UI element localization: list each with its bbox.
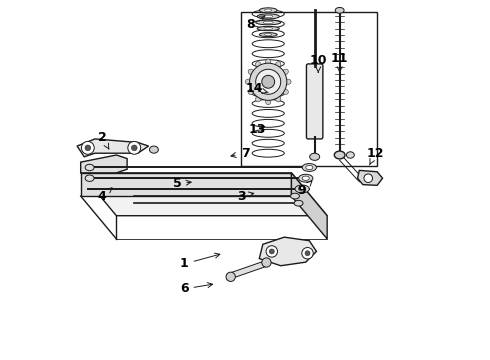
- Ellipse shape: [245, 79, 252, 85]
- Circle shape: [364, 174, 372, 183]
- Circle shape: [85, 145, 91, 151]
- Ellipse shape: [294, 201, 303, 206]
- Polygon shape: [81, 155, 127, 173]
- Ellipse shape: [256, 96, 261, 102]
- Circle shape: [305, 251, 310, 256]
- Ellipse shape: [259, 8, 277, 13]
- Ellipse shape: [302, 176, 309, 180]
- Polygon shape: [227, 260, 268, 280]
- Ellipse shape: [256, 20, 281, 25]
- Circle shape: [262, 75, 275, 88]
- Ellipse shape: [285, 79, 291, 85]
- Bar: [242, 12, 377, 166]
- Text: 4: 4: [98, 188, 112, 203]
- Text: 12: 12: [367, 147, 384, 165]
- Circle shape: [226, 272, 235, 282]
- Ellipse shape: [302, 163, 317, 171]
- Polygon shape: [292, 173, 327, 239]
- Polygon shape: [358, 170, 383, 185]
- Ellipse shape: [282, 69, 288, 75]
- Ellipse shape: [264, 27, 272, 30]
- Ellipse shape: [265, 9, 272, 12]
- Circle shape: [131, 145, 137, 151]
- Ellipse shape: [275, 62, 281, 68]
- Ellipse shape: [248, 89, 254, 94]
- Ellipse shape: [306, 165, 313, 170]
- Ellipse shape: [291, 193, 299, 199]
- Polygon shape: [81, 173, 292, 196]
- Text: 9: 9: [298, 181, 312, 197]
- Ellipse shape: [298, 187, 306, 191]
- Circle shape: [270, 249, 274, 254]
- Ellipse shape: [334, 151, 345, 159]
- Text: 7: 7: [231, 147, 249, 160]
- Ellipse shape: [263, 21, 273, 24]
- Ellipse shape: [264, 15, 272, 18]
- Text: 13: 13: [249, 123, 266, 136]
- Ellipse shape: [257, 26, 279, 31]
- Text: 11: 11: [331, 52, 348, 72]
- Ellipse shape: [85, 164, 94, 171]
- Text: 3: 3: [237, 190, 254, 203]
- Circle shape: [302, 248, 313, 259]
- Circle shape: [81, 141, 94, 154]
- Ellipse shape: [257, 14, 279, 19]
- Circle shape: [128, 141, 141, 154]
- Text: 6: 6: [180, 283, 213, 296]
- Text: 5: 5: [173, 177, 191, 190]
- Ellipse shape: [346, 152, 354, 158]
- Ellipse shape: [266, 59, 271, 65]
- Ellipse shape: [310, 153, 319, 160]
- Ellipse shape: [85, 175, 94, 181]
- Polygon shape: [77, 139, 148, 157]
- Ellipse shape: [266, 98, 271, 105]
- Circle shape: [266, 246, 277, 257]
- Text: 10: 10: [310, 54, 327, 72]
- Polygon shape: [81, 173, 327, 216]
- Ellipse shape: [295, 185, 309, 193]
- Ellipse shape: [265, 33, 272, 36]
- Ellipse shape: [298, 174, 313, 182]
- Text: 1: 1: [180, 253, 220, 270]
- Ellipse shape: [259, 33, 277, 37]
- Ellipse shape: [335, 8, 344, 13]
- Ellipse shape: [248, 69, 254, 75]
- Circle shape: [256, 69, 281, 94]
- Ellipse shape: [149, 146, 158, 153]
- Ellipse shape: [282, 89, 288, 94]
- Text: 2: 2: [98, 131, 109, 149]
- Text: 14: 14: [245, 82, 268, 95]
- Ellipse shape: [275, 96, 281, 102]
- Polygon shape: [259, 237, 317, 266]
- FancyBboxPatch shape: [306, 64, 323, 139]
- Ellipse shape: [256, 62, 261, 68]
- Text: 8: 8: [246, 16, 265, 31]
- Circle shape: [262, 258, 271, 267]
- Circle shape: [249, 63, 287, 100]
